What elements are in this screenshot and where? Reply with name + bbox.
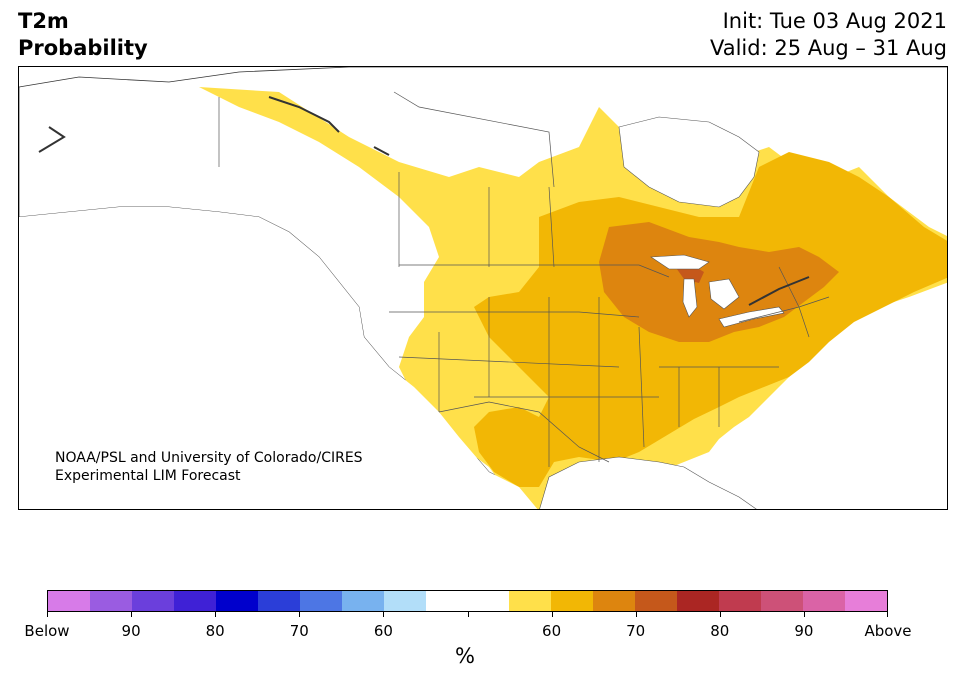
atlantic-ocean	[739, 283, 947, 509]
colorbar-segment	[593, 591, 636, 611]
colorbar-segment	[131, 591, 174, 611]
colorbar-tick-label: Below	[24, 622, 70, 640]
colorbar-tick-label: 90	[121, 622, 141, 640]
colorbar-segment	[257, 591, 300, 611]
colorbar-segment	[803, 591, 846, 611]
init-date: Init: Tue 03 Aug 2021	[722, 9, 947, 33]
colorbar-tick	[803, 612, 805, 617]
colorbar-tick-labels: Below 90 80 70 60 60 70 80 90 Above	[24, 622, 911, 640]
colorbar-segment	[509, 591, 552, 611]
colorbar-segment	[215, 591, 258, 611]
valid-range: Valid: 25 Aug – 31 Aug	[709, 36, 947, 60]
credit-line-1: NOAA/PSL and University of Colorado/CIRE…	[55, 450, 363, 466]
colorbar-tick	[635, 612, 637, 617]
colorbar-tick-label: 70	[626, 622, 646, 640]
colorbar-segment	[761, 591, 804, 611]
colorbar-segment	[635, 591, 678, 611]
colorbar-tick	[383, 612, 385, 617]
gulf-of-mexico	[539, 456, 757, 509]
colorbar-segment	[383, 591, 426, 611]
forecast-map	[18, 66, 948, 510]
north-america-map	[19, 67, 947, 509]
colorbar-tick	[467, 612, 469, 617]
colorbar-tick-label: 80	[205, 622, 225, 640]
colorbar-segment	[173, 591, 216, 611]
colorbar-tick	[47, 612, 48, 617]
colorbar-segment	[719, 591, 762, 611]
colorbar-tick-label: 80	[710, 622, 730, 640]
colorbar-ticks	[47, 612, 888, 620]
colorbar-segment	[48, 591, 90, 611]
colorbar-tick-label: 70	[289, 622, 309, 640]
great-lake-huron	[708, 278, 740, 310]
hudson-bay	[618, 116, 760, 208]
colorbar-tick	[719, 612, 721, 617]
colorbar-tick	[215, 612, 217, 617]
colorbar-tick-label: 90	[794, 622, 814, 640]
great-lake-michigan	[682, 278, 698, 318]
colorbar-tick-label: 60	[542, 622, 562, 640]
colorbar-segment	[425, 591, 468, 611]
probability-colorbar	[47, 590, 888, 612]
colorbar-segment	[467, 591, 510, 611]
great-lake-erie-ontario	[718, 306, 785, 328]
colorbar-segment	[677, 591, 720, 611]
colorbar-tick	[551, 612, 553, 617]
political-boundaries	[218, 91, 830, 467]
product-label: Probability	[18, 36, 148, 60]
variable-label: T2m	[18, 9, 69, 33]
colorbar-segment	[341, 591, 384, 611]
colorbar-segment	[89, 591, 132, 611]
forecast-dates: Init: Tue 03 Aug 2021 Valid: 25 Aug – 31…	[710, 8, 947, 62]
map-title: T2m Probability	[18, 8, 148, 62]
colorbar-segment	[299, 591, 342, 611]
great-lake-superior	[650, 254, 710, 270]
colorbar-tick-label: Above	[864, 622, 912, 640]
colorbar-unit: %	[455, 644, 475, 668]
pacific-ocean	[19, 207, 538, 509]
colorbar-tick	[131, 612, 133, 617]
credit-text: NOAA/PSL and University of Colorado/CIRE…	[55, 449, 363, 485]
coastline-detail	[38, 96, 810, 306]
colorbar-tick-label: 60	[373, 622, 393, 640]
colorbar-tick	[299, 612, 301, 617]
colorbar-segment	[845, 591, 888, 611]
colorbar-segment	[551, 591, 594, 611]
credit-line-2: Experimental LIM Forecast	[55, 468, 241, 484]
colorbar-tick	[887, 612, 888, 617]
